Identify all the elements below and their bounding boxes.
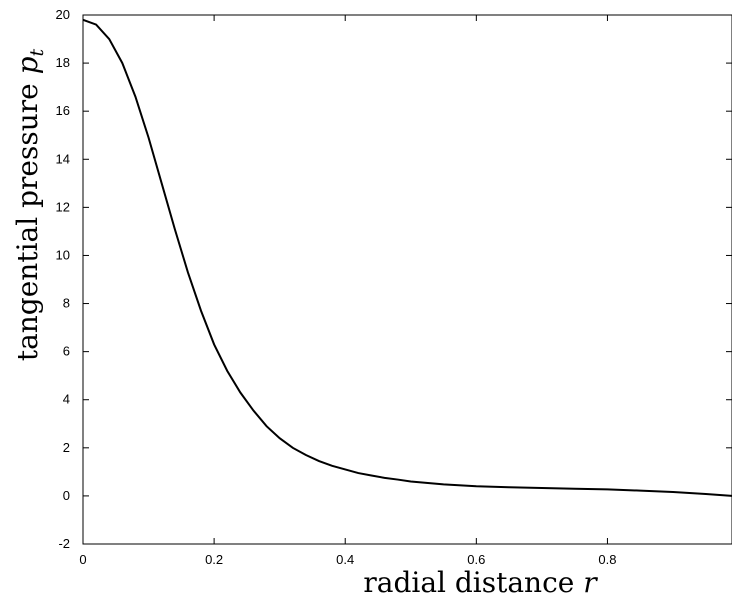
y-tick-label: 20 [56, 7, 70, 22]
x-tick-label: 0.8 [598, 552, 616, 567]
y-tick-label: -2 [58, 536, 70, 551]
y-tick-label: 8 [63, 296, 70, 311]
x-tick-label: 0.6 [467, 552, 485, 567]
y-tick-label: 12 [56, 199, 70, 214]
y-axis-title: tangential pressure pt [11, 48, 48, 361]
x-axis-ticks: 0 0.2 0.4 0.6 0.8 [79, 15, 616, 567]
x-axis-title: radial distance r [363, 566, 598, 599]
series-points [82, 19, 732, 496]
y-tick-label: 6 [63, 344, 70, 359]
y-tick-label: 2 [63, 440, 70, 455]
x-tick-label: 0.4 [336, 552, 354, 567]
x-axis-variable: r [583, 566, 598, 599]
x-tick-label: 0 [79, 552, 86, 567]
y-tick-label: 14 [56, 151, 70, 166]
x-tick-label: 0.2 [205, 552, 223, 567]
y-axis-title-text: tangential pressure [11, 83, 44, 361]
x-axis-title-text: radial distance [363, 566, 574, 599]
y-axis-variable-subscript: t [26, 48, 48, 56]
y-tick-label: 4 [63, 392, 70, 407]
y-axis-variable: p [11, 56, 44, 74]
y-tick-label: 18 [56, 55, 70, 70]
y-axis-ticks: -2 0 2 4 6 8 10 12 14 16 18 20 [56, 7, 732, 551]
plot-frame [82, 14, 732, 545]
y-tick-label: 16 [56, 103, 70, 118]
y-tick-label: 0 [63, 488, 70, 503]
series-line [82, 18, 732, 497]
y-tick-label: 10 [56, 247, 70, 262]
